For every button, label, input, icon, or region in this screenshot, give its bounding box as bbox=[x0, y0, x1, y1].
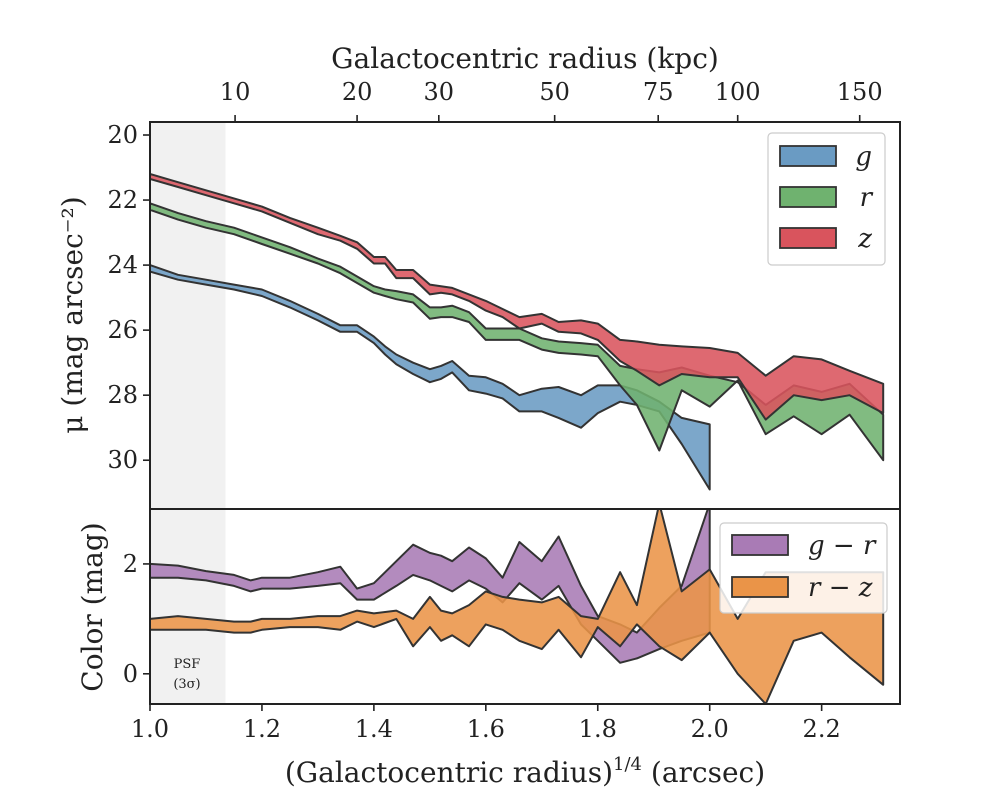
top-legend-swatch-g bbox=[779, 145, 837, 167]
top-x2-tick-label: 30 bbox=[424, 78, 455, 106]
bottom-panel: 0 2 1.0 1.2 1.4 1.6 1.8 2.0 2.2 PSF (3σ) Color (… bbox=[76, 509, 888, 789]
bottom-legend-label-g-r: g − r bbox=[808, 531, 877, 561]
x-axis-label: (Galactocentric radius)1/4 (arcsec) bbox=[285, 754, 765, 789]
x-tick-label: 1.6 bbox=[467, 715, 505, 743]
top-x2-tick-label: 20 bbox=[342, 78, 373, 106]
top-y-axis-label: μ (mag arcsec⁻²) bbox=[56, 196, 89, 433]
top-x2-tick-label: 50 bbox=[539, 78, 570, 106]
top-legend-swatch-z bbox=[779, 227, 837, 249]
bottom-panel-frame bbox=[149, 508, 901, 705]
top-y-tick-label: 30 bbox=[107, 446, 138, 474]
top-y-ticks: 20 22 24 26 28 30 bbox=[107, 121, 150, 474]
top-x2-tick-label: 100 bbox=[715, 78, 761, 106]
bottom-legend: g − r r − z bbox=[719, 522, 888, 614]
bottom-band-r-z bbox=[150, 509, 885, 704]
top-x2-tick-label: 10 bbox=[220, 78, 251, 106]
bottom-y-axis-label: Color (mag) bbox=[76, 522, 109, 691]
top-bands bbox=[150, 173, 885, 491]
top-x2-tick-label: 150 bbox=[837, 78, 883, 106]
top-legend-label-g: g bbox=[855, 142, 872, 172]
top-secondary-x-axis: 10 20 30 50 75 100 150 bbox=[220, 78, 883, 122]
top-panel: 20 22 24 26 28 30 10 20 30 50 75 100 150 Galactocen… bbox=[56, 42, 886, 509]
top-x2-tick-label: 75 bbox=[643, 78, 674, 106]
psf-annotation-line2: (3σ) bbox=[173, 677, 200, 692]
top-legend: grz bbox=[767, 132, 886, 266]
top-legend-swatch-r bbox=[779, 186, 837, 208]
psf-annotation-line1: PSF bbox=[174, 657, 201, 672]
x-axis-label-sup: 1/4 bbox=[613, 754, 642, 775]
top-y-tick-label: 22 bbox=[107, 186, 138, 214]
x-tick-label: 1.8 bbox=[579, 715, 617, 743]
top-band-r bbox=[150, 202, 885, 462]
bottom-y-tick-label: 2 bbox=[123, 550, 138, 578]
x-axis-label-base: (Galactocentric radius) bbox=[285, 756, 613, 789]
top-legend-label-r: r bbox=[860, 183, 874, 213]
top-y-tick-label: 20 bbox=[107, 121, 138, 149]
top-y-tick-label: 24 bbox=[107, 251, 138, 279]
bottom-legend-label-r-z: r − z bbox=[808, 573, 873, 603]
secondary-x-axis-label: Galactocentric radius (kpc) bbox=[331, 42, 719, 75]
x-tick-label: 1.0 bbox=[131, 715, 169, 743]
top-band-g bbox=[150, 264, 711, 491]
top-legend-label-z: z bbox=[857, 224, 872, 254]
x-tick-label: 1.2 bbox=[243, 715, 281, 743]
bottom-bands bbox=[150, 509, 885, 704]
x-tick-label: 2.0 bbox=[691, 715, 729, 743]
x-tick-label: 1.4 bbox=[355, 715, 393, 743]
bottom-legend-swatch-g-r bbox=[731, 534, 789, 556]
x-axis-label-unit: (arcsec) bbox=[642, 756, 765, 789]
top-y-tick-label: 26 bbox=[107, 316, 138, 344]
top-band-z bbox=[150, 173, 885, 421]
psf-shaded-region-bottom bbox=[150, 509, 226, 704]
x-tick-label: 2.2 bbox=[803, 715, 841, 743]
bottom-y-tick-label: 0 bbox=[123, 660, 138, 688]
bottom-legend-swatch-r-z bbox=[731, 576, 789, 598]
top-y-tick-label: 28 bbox=[107, 381, 138, 409]
bottom-ticks: 0 2 1.0 1.2 1.4 1.6 1.8 2.0 2.2 bbox=[123, 550, 841, 743]
